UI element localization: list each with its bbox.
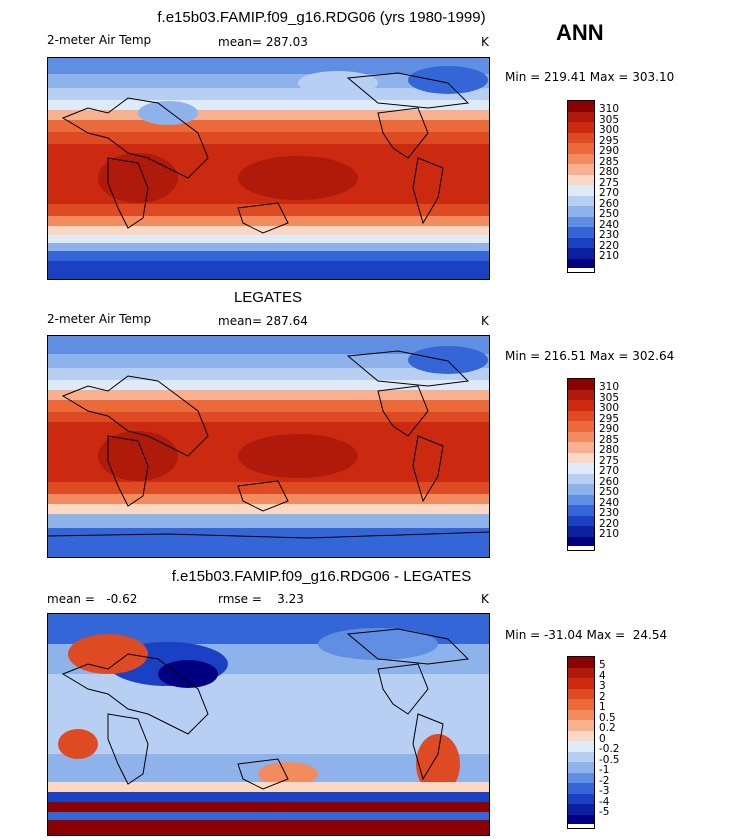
panel3-units-label: K [481, 592, 489, 606]
panel3-rmse-label: rmse = 3.23 [218, 592, 304, 606]
colorbar-tick: 295 [599, 412, 620, 425]
panel1-variable-label: 2-meter Air Temp [47, 33, 152, 47]
colorbar-tick: -4 [599, 795, 610, 808]
panel2-variable-label: 2-meter Air Temp [47, 312, 152, 326]
panel1-colorbar-labels: 310 305 300 295 290 285 280 275 270 260 … [599, 104, 619, 262]
panel3-colorbar [567, 656, 595, 829]
colorbar-tick: 310 [599, 103, 620, 115]
panel3-colorbar-labels: 5 4 3 2 1 0.5 0.2 0 -0.2 -0.5 -1 -2 -3 -… [599, 660, 620, 818]
colorbar-tick: 0.5 [599, 711, 616, 724]
colorbar-tick: -0.5 [599, 753, 620, 766]
panel1-mean-label: mean= 287.03 [218, 35, 308, 49]
colorbar-tick: 305 [599, 391, 620, 404]
panel2-map [47, 335, 490, 558]
colorbar-tick: 230 [599, 229, 620, 241]
colorbar-tick: -0.2 [599, 743, 620, 755]
panel3-difference-field [48, 614, 489, 835]
colorbar-tick: 250 [599, 486, 620, 498]
colorbar-tick: 5 [599, 659, 606, 671]
panel1-map [47, 57, 490, 280]
panel2-colorbar-labels: 310 305 300 295 290 285 280 275 270 260 … [599, 382, 619, 540]
season-label: ANN [556, 20, 604, 45]
colorbar-tick: 0.2 [599, 722, 616, 734]
colorbar-tick: -2 [599, 774, 610, 787]
colorbar-tick: 300 [599, 402, 620, 414]
colorbar-tick: 210 [599, 528, 620, 540]
colorbar-tick: 280 [599, 444, 620, 456]
colorbar-tick: 230 [599, 507, 620, 519]
panel1-minmax: Min = 219.41 Max = 303.10 [505, 70, 675, 84]
colorbar-tick: -3 [599, 785, 610, 797]
panel1-units-label: K [481, 35, 489, 49]
colorbar-tick: 310 [599, 381, 620, 393]
colorbar-tick: 275 [599, 454, 620, 467]
panel2-minmax: Min = 216.51 Max = 302.64 [505, 349, 675, 363]
panel3-map [47, 613, 490, 836]
colorbar-tick: 280 [599, 166, 620, 178]
colorbar-tick: 220 [599, 517, 620, 530]
colorbar-tick: 300 [599, 124, 620, 136]
panel1-temperature-field [48, 58, 489, 279]
colorbar-tick: -5 [599, 806, 610, 818]
panel2-units-label: K [481, 314, 489, 328]
colorbar-tick: 0 [599, 732, 606, 745]
colorbar-tick: 285 [599, 433, 620, 446]
colorbar-tick: 1 [599, 701, 606, 713]
colorbar-tick: 305 [599, 113, 620, 126]
panel3-minmax: Min = -31.04 Max = 24.54 [505, 628, 668, 642]
colorbar-tick: 210 [599, 250, 620, 262]
colorbar-tick: 260 [599, 197, 620, 210]
panel2-mean-label: mean= 287.64 [218, 314, 308, 328]
colorbar-tick: -1 [599, 764, 610, 776]
colorbar-tick: 4 [599, 669, 606, 682]
colorbar-tick: 290 [599, 145, 620, 157]
panel3-title: f.e15b03.FAMIP.f09_g16.RDG06 - LEGATES [171, 568, 472, 585]
panel1-title: f.e15b03.FAMIP.f09_g16.RDG06 (yrs 1980-1… [157, 9, 486, 26]
panel2-colorbar [567, 378, 595, 551]
colorbar-tick: 285 [599, 155, 620, 168]
panel1-colorbar [567, 100, 595, 273]
panel2-temperature-field [48, 336, 489, 557]
colorbar-tick: 250 [599, 208, 620, 220]
panel2-title: LEGATES [233, 289, 303, 306]
colorbar-tick: 290 [599, 423, 620, 435]
colorbar-tick: 3 [599, 680, 606, 692]
colorbar-tick: 275 [599, 176, 620, 189]
colorbar-tick: 2 [599, 690, 606, 703]
colorbar-tick: 260 [599, 475, 620, 488]
panel3-mean-label: mean = -0.62 [47, 592, 138, 606]
colorbar-tick: 220 [599, 239, 620, 252]
colorbar-tick: 295 [599, 134, 620, 147]
colorbar-tick: 240 [599, 496, 620, 509]
colorbar-tick: 270 [599, 187, 620, 199]
colorbar-tick: 240 [599, 218, 620, 231]
colorbar-tick: 270 [599, 465, 620, 477]
